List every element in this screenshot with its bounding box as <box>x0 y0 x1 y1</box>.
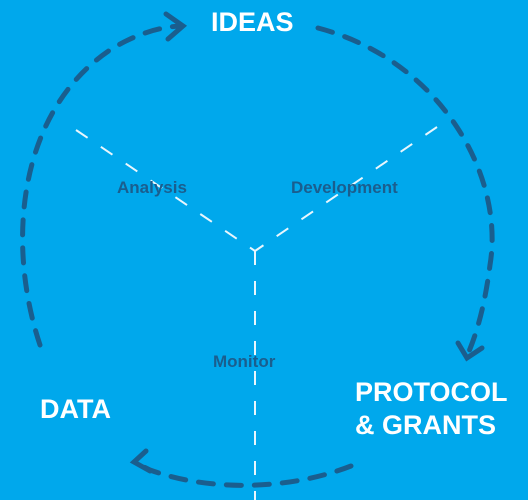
cycle-arrow-data-to-ideas <box>20 23 183 348</box>
divider-line-upper-left <box>75 129 256 252</box>
step-development: Development <box>291 178 398 197</box>
arrowhead-protocol-icon <box>455 340 485 362</box>
node-data: DATA <box>40 394 111 424</box>
arrowhead-data-icon <box>129 448 153 474</box>
divider-line-upper-right <box>254 126 438 252</box>
step-analysis: Analysis <box>117 178 187 197</box>
node-protocol-grants: PROTOCOL & GRANTS <box>355 376 508 442</box>
node-ideas: IDEAS <box>211 7 294 37</box>
cycle-arrow-protocol-to-data <box>135 461 354 488</box>
node-protocol-line1: PROTOCOL <box>355 377 508 407</box>
arrowhead-ideas-icon <box>163 11 188 42</box>
node-protocol-line2: & GRANTS <box>355 410 496 440</box>
dashed-divider-lines <box>75 126 438 500</box>
cycle-arrows <box>20 11 495 488</box>
cycle-arrow-ideas-to-protocol <box>315 25 495 359</box>
step-monitor: Monitor <box>213 352 276 371</box>
